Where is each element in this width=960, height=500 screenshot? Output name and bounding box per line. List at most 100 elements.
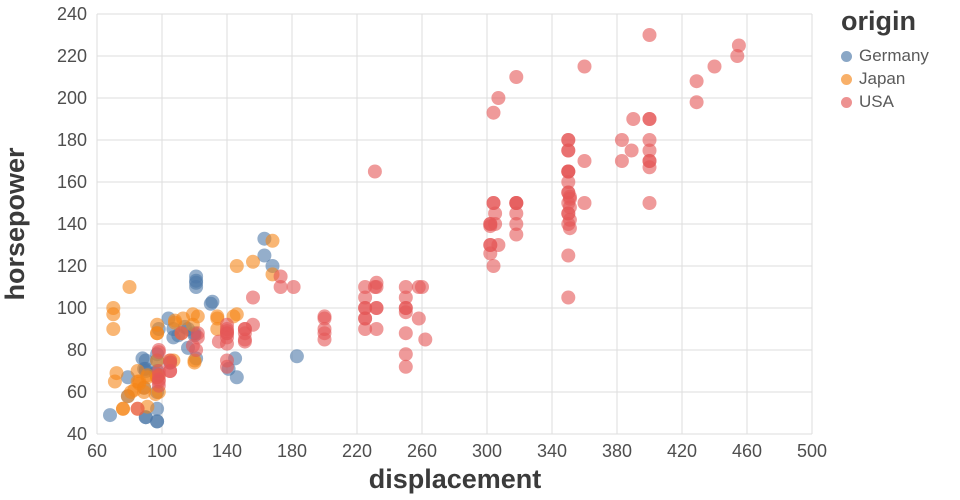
point-japan bbox=[229, 259, 244, 273]
point-germany bbox=[103, 408, 117, 423]
y-tick-label: 160 bbox=[57, 172, 87, 192]
point-usa bbox=[509, 227, 524, 242]
point-usa bbox=[317, 322, 332, 336]
point-usa bbox=[642, 154, 657, 168]
point-usa bbox=[561, 175, 576, 189]
point-japan bbox=[122, 280, 137, 294]
y-axis-title: horsepower bbox=[0, 147, 30, 301]
point-usa bbox=[369, 322, 384, 336]
y-tick-label: 200 bbox=[57, 88, 87, 108]
x-tick-label: 340 bbox=[537, 441, 567, 461]
x-tick-label: 140 bbox=[212, 441, 242, 461]
point-usa bbox=[130, 401, 145, 416]
legend-item-japan: Japan bbox=[841, 69, 929, 88]
point-usa bbox=[189, 343, 204, 357]
point-usa bbox=[220, 353, 234, 368]
point-usa bbox=[577, 154, 592, 168]
point-japan bbox=[106, 322, 121, 336]
legend-label: Japan bbox=[859, 69, 906, 88]
point-usa bbox=[614, 154, 629, 168]
y-axis-tick-labels: 40 60 80 100 120 140 160 180 200 220 240 bbox=[57, 4, 87, 444]
y-tick-label: 240 bbox=[57, 4, 87, 24]
point-usa bbox=[642, 28, 657, 42]
y-tick-label: 80 bbox=[67, 340, 87, 360]
point-usa bbox=[491, 91, 506, 105]
point-usa bbox=[624, 143, 639, 158]
legend-dot-germany bbox=[841, 50, 852, 62]
point-usa bbox=[488, 206, 503, 221]
point-usa bbox=[398, 290, 413, 305]
legend-dot-japan bbox=[841, 73, 852, 85]
point-usa bbox=[561, 290, 576, 305]
x-tick-label: 380 bbox=[602, 441, 632, 461]
point-japan bbox=[116, 401, 130, 416]
point-usa bbox=[415, 280, 429, 294]
point-usa bbox=[286, 280, 301, 294]
x-tick-label: 260 bbox=[407, 441, 437, 461]
point-usa bbox=[561, 143, 576, 158]
point-japan bbox=[109, 366, 124, 381]
point-usa bbox=[509, 70, 524, 84]
gridlines bbox=[96, 13, 813, 435]
point-usa bbox=[730, 49, 745, 63]
data-points bbox=[103, 28, 746, 429]
legend-title: origin bbox=[841, 6, 916, 36]
point-usa bbox=[273, 269, 288, 284]
point-usa bbox=[358, 280, 373, 294]
point-usa bbox=[486, 196, 501, 210]
point-usa bbox=[642, 133, 657, 147]
point-usa bbox=[151, 343, 166, 357]
point-usa bbox=[246, 290, 260, 305]
point-germany bbox=[229, 370, 244, 385]
point-germany bbox=[257, 248, 272, 263]
legend-label: Germany bbox=[859, 46, 929, 65]
point-usa bbox=[626, 112, 641, 126]
point-usa bbox=[731, 38, 746, 53]
point-usa bbox=[174, 326, 189, 341]
point-usa bbox=[398, 359, 413, 374]
point-japan bbox=[190, 309, 205, 324]
point-usa bbox=[577, 196, 592, 210]
point-japan bbox=[210, 309, 225, 324]
point-usa bbox=[509, 217, 524, 231]
point-usa bbox=[488, 217, 503, 231]
point-usa bbox=[689, 74, 704, 89]
point-germany bbox=[189, 269, 204, 284]
point-japan bbox=[106, 301, 121, 315]
point-usa bbox=[220, 317, 234, 332]
point-usa bbox=[509, 206, 524, 221]
point-germany bbox=[150, 414, 165, 429]
point-usa bbox=[642, 143, 657, 158]
point-usa bbox=[561, 133, 576, 147]
x-tick-label: 220 bbox=[342, 441, 372, 461]
point-usa bbox=[358, 301, 373, 315]
point-usa bbox=[369, 275, 384, 290]
y-tick-label: 220 bbox=[57, 46, 87, 66]
point-japan bbox=[246, 254, 260, 269]
point-usa bbox=[398, 326, 413, 341]
point-usa bbox=[369, 301, 384, 315]
point-usa bbox=[163, 353, 178, 368]
point-usa bbox=[317, 309, 332, 324]
point-usa bbox=[642, 196, 657, 210]
point-usa bbox=[562, 212, 577, 227]
point-usa bbox=[562, 189, 577, 204]
point-usa bbox=[358, 322, 373, 336]
point-usa bbox=[273, 280, 288, 294]
point-usa bbox=[151, 364, 166, 378]
point-usa bbox=[486, 105, 501, 120]
point-usa bbox=[509, 196, 524, 210]
x-tick-label: 300 bbox=[472, 441, 502, 461]
x-tick-label: 460 bbox=[732, 441, 762, 461]
legend-dot-usa bbox=[841, 96, 852, 108]
point-usa bbox=[246, 317, 260, 332]
point-usa bbox=[491, 238, 506, 252]
legend-item-germany: Germany bbox=[841, 46, 929, 65]
point-usa bbox=[577, 59, 592, 74]
y-tick-label: 40 bbox=[67, 424, 87, 444]
point-japan bbox=[137, 380, 152, 395]
legend-label: USA bbox=[859, 92, 894, 111]
x-axis-tick-labels: 60 100 140 180 220 260 300 340 380 420 460 500 bbox=[87, 441, 827, 461]
